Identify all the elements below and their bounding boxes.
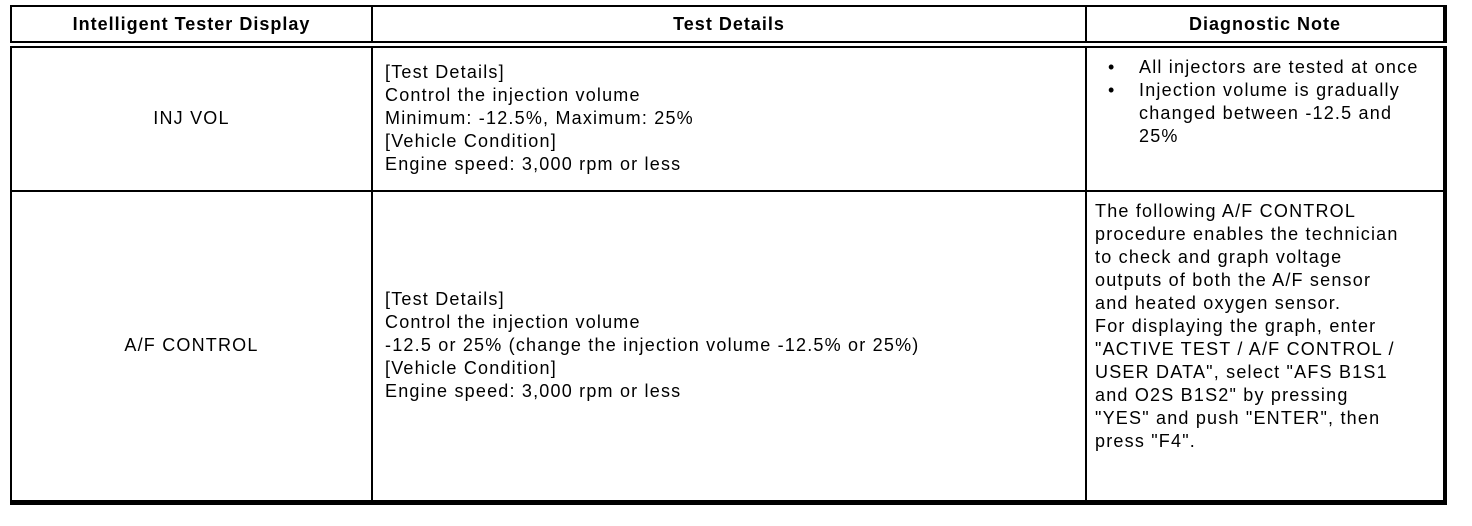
column-header-test-details: Test Details — [371, 5, 1087, 48]
test-details-cell-inj-vol: [Test Details] Control the injection vol… — [371, 43, 1087, 192]
test-details-line: [Test Details] — [385, 62, 505, 83]
bullet-icon: • — [1108, 80, 1116, 100]
note-paragraph: For displaying the graph, enter "ACTIVE … — [1095, 315, 1395, 451]
diagnostic-note-cell-inj-vol: • All injectors are tested at once • Inj… — [1085, 43, 1446, 192]
table-row-inj-vol: INJ VOL [Test Details] Control the injec… — [10, 43, 1446, 192]
bullet-text: Injection volume is gradually changed be… — [1139, 80, 1400, 146]
bullet-text: All injectors are tested at once — [1139, 57, 1419, 77]
column-header-intelligent-tester-display: Intelligent Tester Display — [10, 5, 373, 48]
table-row-af-control: A/F CONTROL [Test Details] Control the i… — [10, 189, 1446, 504]
diagnostic-note-cell-af-control: The following A/F CONTROL procedure enab… — [1085, 189, 1446, 504]
test-details-cell-af-control: [Test Details] Control the injection vol… — [371, 189, 1087, 504]
test-details-line: Minimum: -12.5%, Maximum: 25% — [385, 108, 694, 129]
test-details-line: [Vehicle Condition] — [385, 358, 557, 379]
list-item: • Injection volume is gradually changed … — [1095, 79, 1433, 148]
test-details-line: Engine speed: 3,000 rpm or less — [385, 381, 682, 402]
test-details-line: Control the injection volume — [385, 312, 641, 333]
note-paragraph: The following A/F CONTROL procedure enab… — [1095, 200, 1399, 313]
diagnostic-note-bullet-list: • All injectors are tested at once • Inj… — [1095, 56, 1433, 148]
test-details-line: [Vehicle Condition] — [385, 131, 557, 152]
tester-display-value-inj-vol: INJ VOL — [10, 43, 373, 192]
bullet-icon: • — [1108, 57, 1116, 77]
active-test-spec-table: Intelligent Tester Display Test Details … — [10, 5, 1447, 505]
test-details-line: Engine speed: 3,000 rpm or less — [385, 154, 682, 175]
list-item: • All injectors are tested at once — [1095, 56, 1433, 79]
test-details-line: [Test Details] — [385, 289, 505, 310]
header-row: Intelligent Tester Display Test Details … — [10, 5, 1446, 48]
tester-display-value-af-control: A/F CONTROL — [10, 189, 373, 504]
test-details-line: -12.5 or 25% (change the injection volum… — [385, 335, 920, 356]
test-details-line: Control the injection volume — [385, 85, 641, 106]
diagnostic-note-text: The following A/F CONTROL procedure enab… — [1095, 200, 1401, 453]
column-header-diagnostic-note: Diagnostic Note — [1085, 5, 1446, 48]
